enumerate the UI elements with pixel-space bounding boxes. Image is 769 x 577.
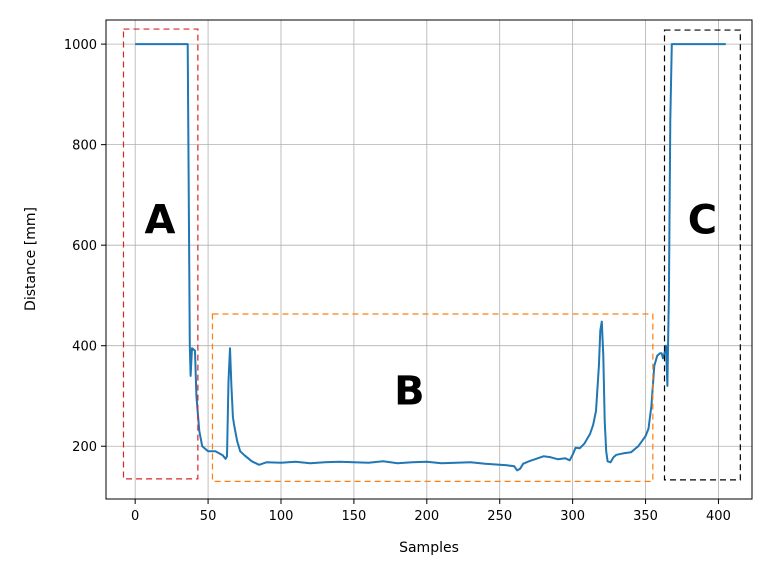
region-label-c: C (688, 198, 717, 244)
plot-frame (105, 19, 753, 500)
data-series-line (135, 43, 726, 472)
region-box-a (122, 28, 199, 480)
x-tick-label: 100 (269, 509, 294, 524)
y-tick-label: 200 (72, 440, 97, 455)
y-tick-label: 400 (72, 340, 97, 355)
x-tick-label: 200 (414, 509, 439, 524)
y-tick-label: 800 (72, 139, 97, 154)
x-tick-label: 150 (341, 509, 366, 524)
region-boxes: A B C (122, 28, 741, 483)
x-tick-label: 300 (560, 509, 585, 524)
region-label-a: A (144, 198, 175, 244)
x-tick-label: 0 (131, 509, 139, 524)
x-tick-label: 400 (706, 509, 731, 524)
axis-ticks: 0 50 100 150 200 250 300 350 400 200 400 600 800 1000 (64, 38, 731, 524)
x-axis-label: Samples (399, 540, 459, 556)
data-line-group (135, 43, 726, 472)
x-tick-label: 350 (633, 509, 658, 524)
y-tick-label: 600 (72, 239, 97, 254)
x-tick-label: 50 (200, 509, 217, 524)
y-axis-label: Distance [mm] (23, 207, 39, 311)
grid (106, 20, 752, 499)
region-box-c (663, 29, 741, 481)
region-label-b: B (394, 368, 425, 414)
region-box-b (211, 313, 654, 483)
x-tick-label: 250 (487, 509, 512, 524)
y-tick-label: 1000 (64, 38, 97, 53)
